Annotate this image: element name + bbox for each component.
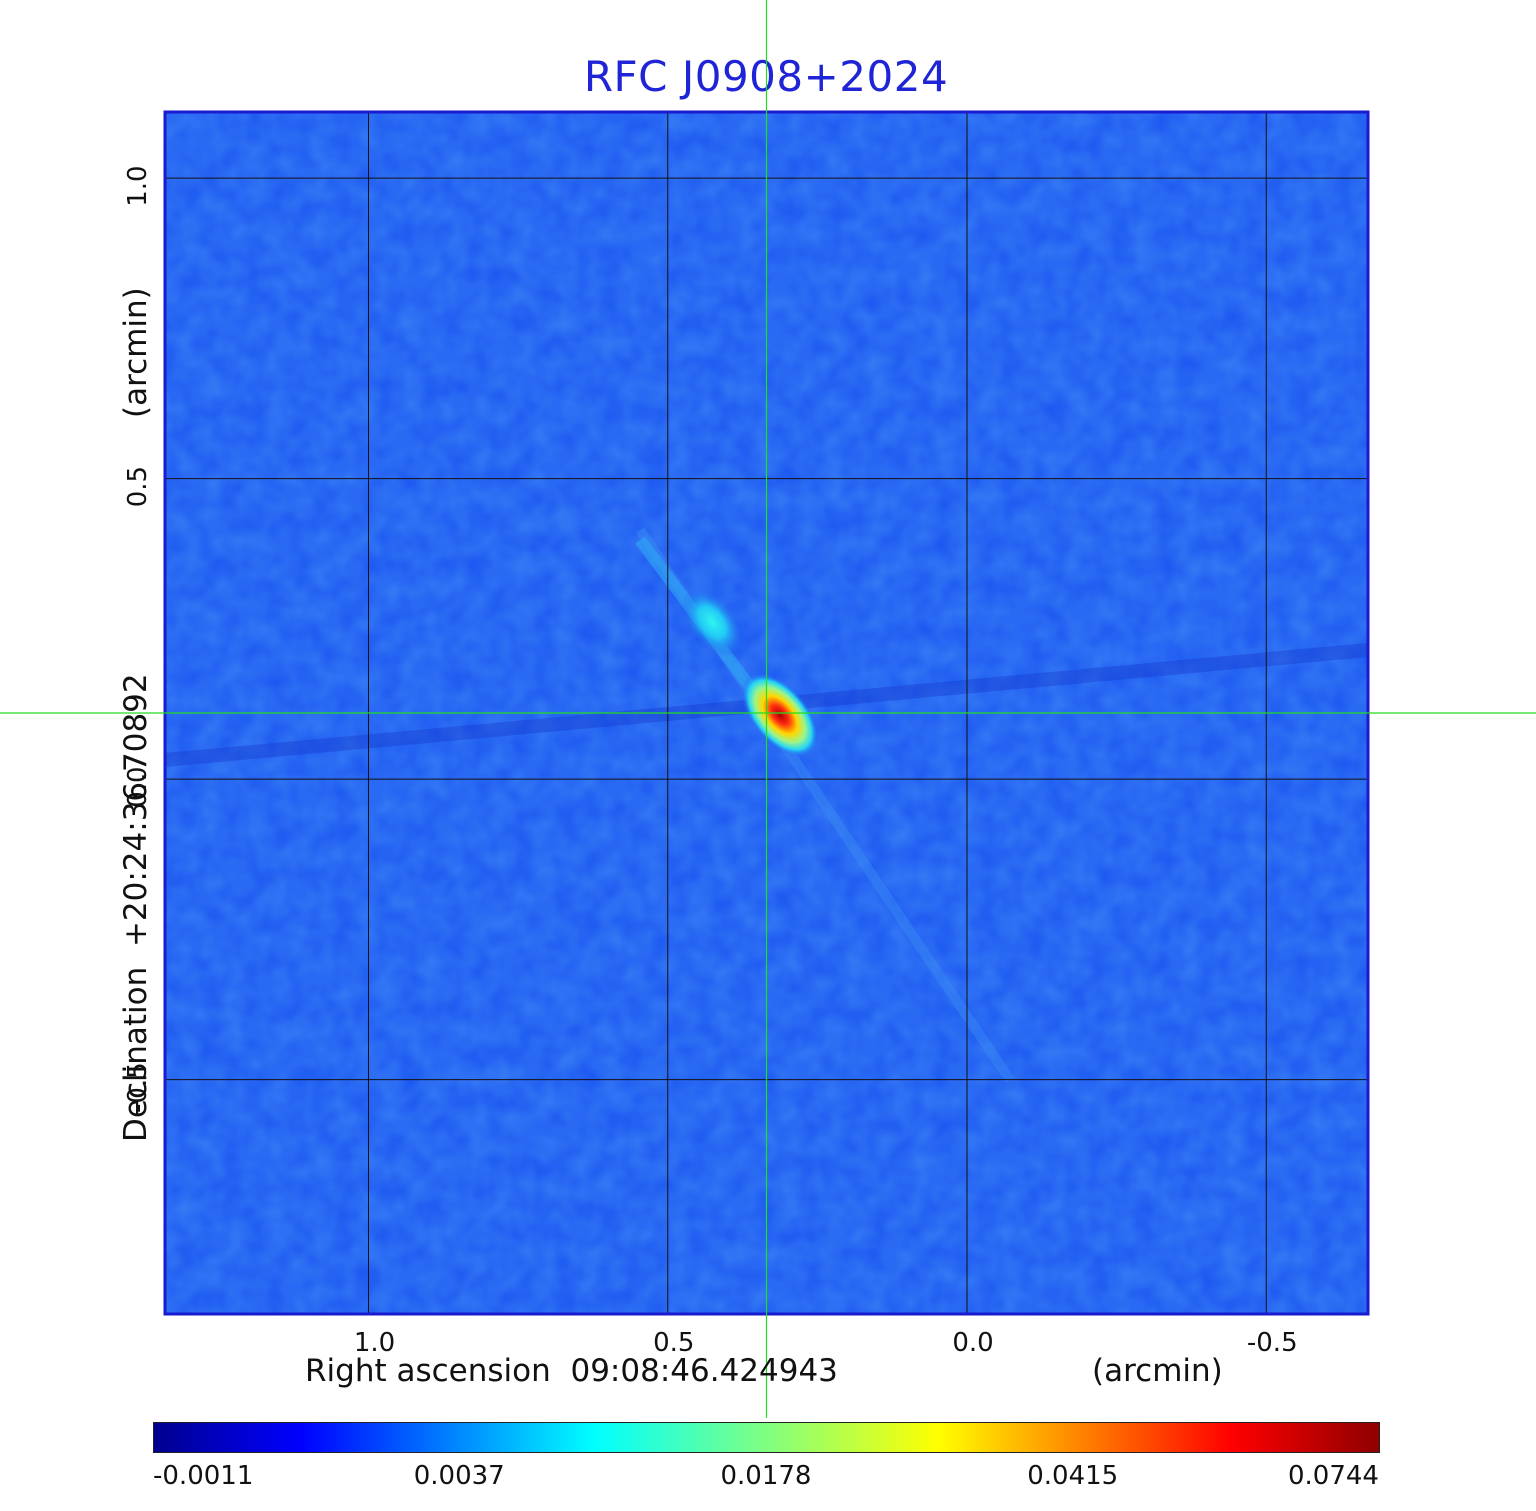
crosshair bbox=[0, 0, 1536, 1418]
x-tick-label: 1.0 bbox=[354, 1328, 395, 1358]
colorbar-tick-label: 0.0744 bbox=[1288, 1461, 1379, 1491]
colorbar bbox=[153, 1422, 1380, 1453]
y-tick-label: -0.5 bbox=[123, 1062, 153, 1113]
y-tick-label: 0.0 bbox=[123, 766, 153, 807]
chart-title: RFC J0908+2024 bbox=[583, 52, 949, 101]
x-tick-labels: 1.0 0.5 0.0 -0.5 bbox=[354, 1328, 1298, 1358]
y-tick-label: 0.5 bbox=[123, 466, 153, 507]
x-axis-unit: (arcmin) bbox=[1092, 1353, 1223, 1389]
y-tick-labels: 1.0 0.5 0.0 -0.5 bbox=[123, 165, 153, 1113]
y-axis-label: Declination +20:24:36.70892 bbox=[118, 673, 154, 1142]
colorbar-tick-label: -0.0011 bbox=[153, 1461, 254, 1491]
x-tick-label: 0.5 bbox=[653, 1328, 694, 1358]
x-tick-label: 0.0 bbox=[952, 1328, 993, 1358]
y-tick-label: 1.0 bbox=[123, 165, 153, 206]
y-axis-unit: (arcmin) bbox=[118, 287, 154, 418]
x-axis-label: Right ascension 09:08:46.424943 bbox=[305, 1353, 838, 1389]
colorbar-tick-label: 0.0037 bbox=[413, 1461, 505, 1491]
x-tick-label: -0.5 bbox=[1247, 1328, 1298, 1358]
colorbar-tick-label: 0.0415 bbox=[1027, 1461, 1119, 1491]
colorbar-tick-label: 0.0178 bbox=[720, 1461, 812, 1491]
